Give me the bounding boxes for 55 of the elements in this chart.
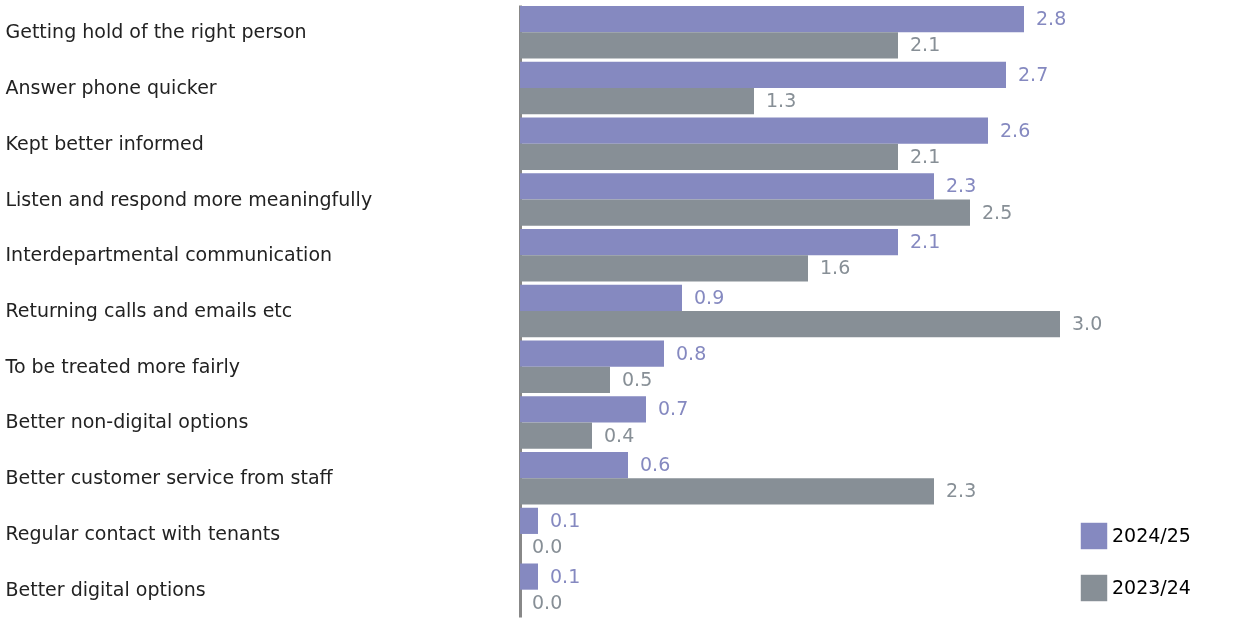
y-tick-label: Getting hold of the right person bbox=[5, 20, 307, 43]
data-label: 0.9 bbox=[694, 285, 725, 308]
bar bbox=[520, 563, 538, 590]
data-label: 2.3 bbox=[946, 174, 977, 197]
bar bbox=[520, 173, 934, 200]
bar bbox=[520, 478, 934, 505]
legend-label: 2024/25 bbox=[1112, 524, 1191, 546]
legend-label: 2023/24 bbox=[1112, 576, 1191, 598]
data-label: 0.1 bbox=[550, 564, 581, 587]
bar bbox=[520, 255, 808, 282]
y-tick-label: Answer phone quicker bbox=[5, 76, 217, 99]
y-tick-label: To be treated more fairly bbox=[4, 354, 240, 377]
y-tick-label: Returning calls and emails etc bbox=[5, 299, 293, 321]
bar bbox=[520, 6, 1024, 33]
data-label: 0.8 bbox=[676, 341, 707, 364]
data-label: 2.3 bbox=[946, 479, 977, 502]
data-label: 0.1 bbox=[550, 508, 581, 531]
y-tick-label: Better digital options bbox=[5, 577, 206, 600]
bar bbox=[520, 366, 610, 393]
data-label: 2.7 bbox=[1018, 62, 1049, 85]
data-label: 2.6 bbox=[1000, 118, 1031, 141]
data-label: 2.1 bbox=[910, 144, 941, 167]
y-tick-label: Regular contact with tenants bbox=[5, 521, 281, 544]
bar bbox=[520, 396, 646, 423]
data-label: 0.7 bbox=[658, 397, 689, 420]
data-label: 0.6 bbox=[640, 453, 671, 476]
y-tick-label: Interdepartmental communication bbox=[5, 243, 333, 266]
y-tick-label: Better non-digital options bbox=[5, 410, 249, 433]
bar bbox=[520, 452, 628, 479]
data-label: 0.0 bbox=[532, 590, 563, 613]
bar bbox=[520, 199, 970, 226]
bar bbox=[520, 507, 538, 534]
bar bbox=[520, 143, 898, 170]
data-label: 1.3 bbox=[766, 89, 797, 112]
bar bbox=[520, 61, 1006, 89]
data-label: 0.0 bbox=[532, 535, 563, 558]
data-label: 3.0 bbox=[1072, 312, 1103, 335]
bar bbox=[520, 311, 1060, 338]
bar bbox=[520, 284, 682, 311]
bar bbox=[520, 422, 592, 449]
data-label: 0.4 bbox=[604, 423, 635, 446]
y-tick-label: Listen and respond more meaningfully bbox=[5, 187, 373, 210]
bar bbox=[520, 117, 988, 144]
bar bbox=[520, 32, 898, 59]
data-label: 1.6 bbox=[820, 256, 851, 279]
data-label: 2.8 bbox=[1036, 7, 1067, 30]
data-label: 2.5 bbox=[982, 200, 1013, 223]
bar bbox=[520, 229, 898, 256]
data-label: 2.1 bbox=[910, 33, 941, 56]
bar bbox=[520, 88, 754, 115]
data-label: 0.5 bbox=[622, 367, 653, 390]
y-tick-label: Better customer service from staff bbox=[5, 466, 334, 489]
y-tick-label: Kept better informed bbox=[5, 131, 204, 154]
data-label: 2.1 bbox=[910, 230, 941, 253]
bar bbox=[520, 340, 664, 367]
